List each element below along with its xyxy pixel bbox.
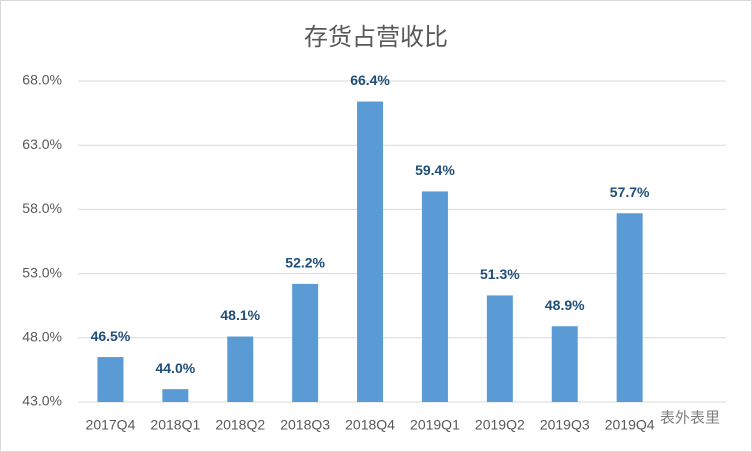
bar [292, 283, 319, 402]
x-tick-label: 2018Q2 [215, 417, 265, 433]
x-tick-label: 2019Q3 [540, 417, 590, 433]
chart-title: 存货占营收比 [304, 23, 448, 51]
bar [227, 336, 254, 402]
value-label: 44.0% [155, 360, 195, 376]
y-tick-label: 48.0% [22, 329, 62, 345]
x-tick-label: 2019Q4 [605, 417, 655, 433]
bar [162, 389, 189, 402]
bar [357, 101, 384, 402]
bar [551, 326, 578, 402]
y-tick-label: 63.0% [22, 136, 62, 152]
y-tick-label: 58.0% [22, 200, 62, 216]
x-tick-label: 2018Q1 [150, 417, 200, 433]
value-label: 66.4% [350, 72, 390, 88]
x-tick-label: 2018Q4 [345, 417, 395, 433]
y-tick-label: 43.0% [22, 393, 62, 409]
value-label: 51.3% [480, 266, 520, 282]
value-label: 48.1% [220, 307, 260, 323]
x-tick-label: 2019Q1 [410, 417, 460, 433]
watermark: 表外表里 [660, 409, 720, 427]
value-label: 59.4% [415, 162, 455, 178]
x-tick-label: 2018Q3 [280, 417, 330, 433]
x-tick-label: 2017Q4 [86, 417, 136, 433]
y-tick-label: 68.0% [22, 72, 62, 88]
bar [616, 213, 643, 402]
value-label: 48.9% [545, 297, 585, 313]
bar [421, 191, 448, 402]
x-tick-label: 2019Q2 [475, 417, 525, 433]
value-label: 57.7% [610, 184, 650, 200]
value-label: 46.5% [91, 328, 131, 344]
bar [97, 357, 124, 402]
bar [486, 295, 513, 402]
y-tick-label: 53.0% [22, 264, 62, 280]
value-label: 52.2% [285, 255, 325, 271]
